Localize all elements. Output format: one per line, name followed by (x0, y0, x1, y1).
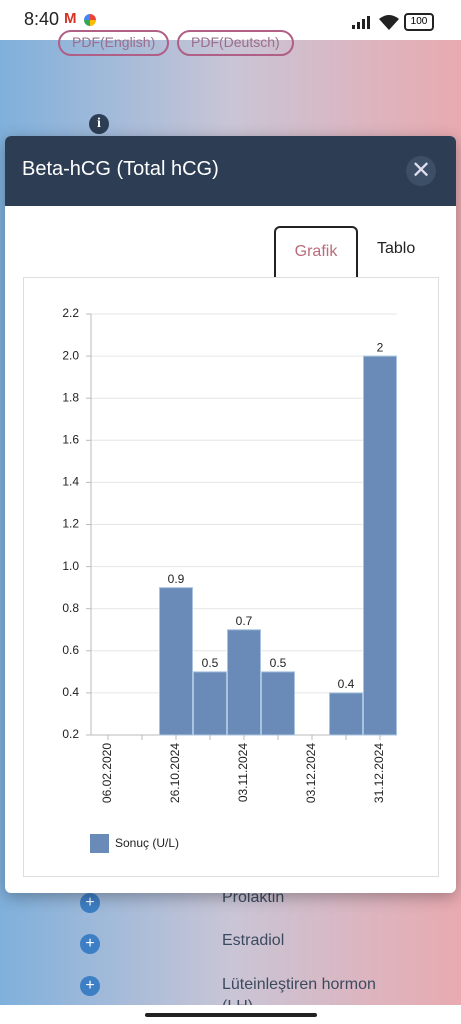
y-tick-label: 1.2 (62, 517, 79, 531)
battery: 100 (404, 13, 434, 31)
y-tick-label: 0.6 (62, 643, 79, 657)
bar (227, 629, 261, 736)
modal-header: Beta-hCG (Total hCG) ✕ (5, 136, 456, 206)
tab[interactable]: Grafik (274, 226, 358, 277)
clock: 8:40 (24, 9, 60, 29)
x-tick-label: 06.02.2020 (100, 743, 114, 803)
y-tick-label: 1.4 (62, 475, 79, 489)
chart: 0.2 0.4 0.6 0.8 1.0 1.2 1.4 1.6 1.8 2.0 2.2 06.02.2… (23, 277, 439, 877)
nav-bar (0, 1005, 461, 1024)
data-label: 0.7 (236, 614, 253, 628)
modal-title: Beta-hCG (Total hCG) (22, 158, 219, 180)
close-button[interactable]: ✕ (406, 156, 436, 186)
bar (159, 587, 193, 736)
tab[interactable]: Tablo (377, 240, 416, 257)
data-label: 0.5 (270, 656, 287, 670)
modal: Beta-hCG (Total hCG) ✕ Grafik Tablo 0.2 0… (5, 136, 456, 893)
status-bar: 8:40 M 100 (0, 0, 461, 40)
y-tick-label: 2.0 (62, 348, 79, 362)
y-tick-label: 0.4 (62, 685, 79, 699)
legend-swatch (90, 834, 109, 853)
y-tick-label: 0.8 (62, 601, 79, 615)
y-tick-label: 1.8 (62, 390, 79, 404)
wifi-icon (379, 15, 399, 30)
pdf-button[interactable]: PDF(Deutsch) (177, 30, 294, 56)
data-label: 0.9 (168, 572, 185, 586)
x-tick-label: 26.10.2024 (168, 743, 182, 803)
bar (363, 355, 397, 736)
data-label: 0.4 (338, 677, 355, 691)
bar (261, 671, 295, 736)
y-tick-label: 0.2 (62, 727, 79, 741)
pdf-button[interactable]: PDF(English) (58, 30, 170, 56)
signal-icon (352, 16, 370, 29)
home-indicator[interactable] (145, 1013, 317, 1017)
y-tick-label: 2.2 (62, 306, 79, 320)
app-icon (84, 14, 96, 26)
x-tick-label: 03.11.2024 (236, 743, 250, 802)
data-label: 0.5 (202, 656, 219, 670)
list-item[interactable]: Estradiol (222, 932, 285, 949)
bar (193, 671, 227, 736)
gmail-icon: M (64, 10, 77, 27)
data-label: 2 (377, 340, 384, 354)
y-tick-label: 1.0 (62, 559, 79, 573)
x-tick-label: 31.12.2024 (372, 743, 386, 803)
x-tick-label: 03.12.2024 (304, 743, 318, 803)
expand-icon[interactable]: + (80, 934, 100, 954)
bar (329, 692, 363, 736)
expand-icon[interactable]: + (80, 893, 100, 913)
y-tick-label: 1.6 (62, 432, 79, 446)
legend-label: Sonuç (U/L) (115, 836, 179, 850)
info-icon[interactable]: i (89, 114, 109, 134)
list-item[interactable]: Prolaktin (222, 889, 285, 906)
expand-icon[interactable]: + (80, 976, 100, 996)
